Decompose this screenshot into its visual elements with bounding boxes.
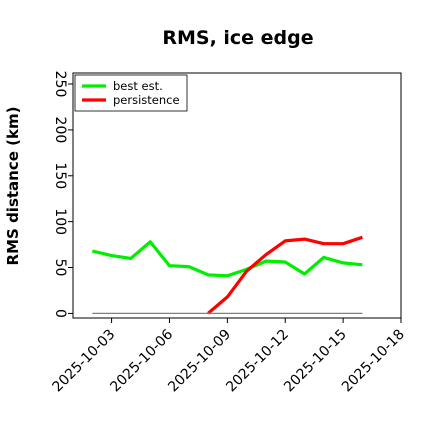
y-axis-label: RMS distance (km) (4, 107, 22, 266)
x-axis-ticks: 2025-10-032025-10-062025-10-092025-10-12… (50, 318, 408, 395)
legend-label: persistence (113, 93, 180, 107)
y-axis-ticks: 0 50 100 150 200 250 (52, 71, 73, 318)
legend-box (74, 74, 188, 112)
y-tick-label: 250 (52, 71, 68, 98)
series-lines (91, 235, 363, 315)
y-tick-label: 0 (52, 309, 68, 318)
series-line-best-est (91, 240, 363, 278)
plot-area-frame (72, 72, 402, 319)
y-tick-label: 50 (52, 259, 68, 277)
y-tick-label: 100 (52, 208, 68, 235)
series-line-persistence (207, 235, 363, 315)
y-tick-label: 150 (52, 162, 68, 189)
chart-title: RMS, ice edge (162, 27, 313, 49)
legend: best est.persistence (74, 74, 188, 112)
legend-label: best est. (113, 79, 163, 93)
y-tick-label: 200 (52, 117, 68, 144)
x-tick-label: 2025-10-18 (339, 327, 408, 396)
